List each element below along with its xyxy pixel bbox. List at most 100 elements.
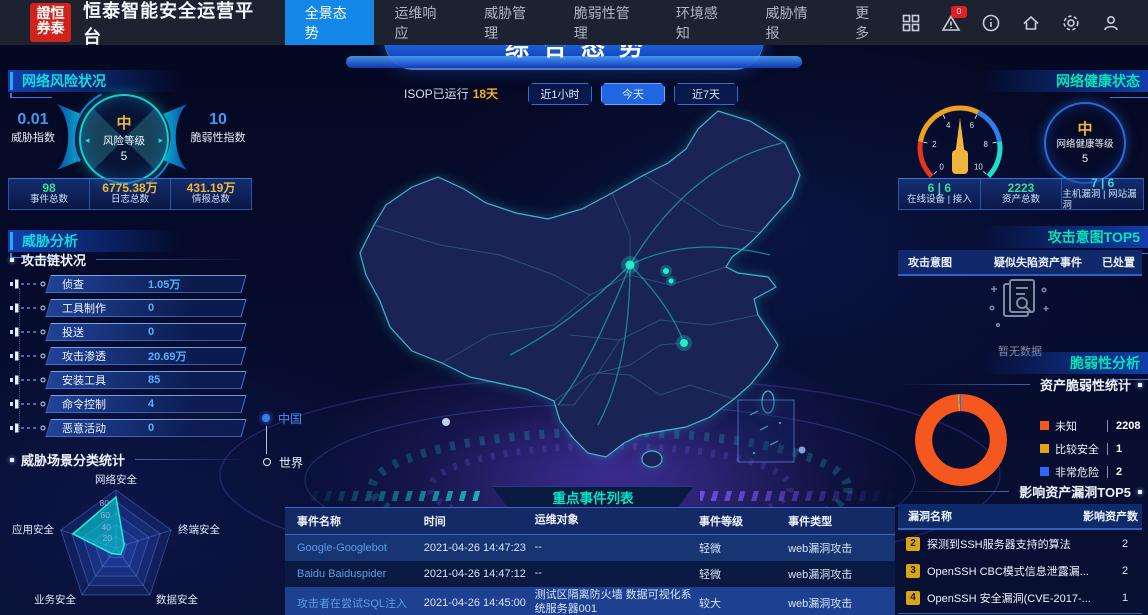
home-icon[interactable]	[1020, 12, 1042, 34]
legend-swatch	[1040, 421, 1049, 430]
threat-index: 0.01 威胁指数	[11, 111, 55, 144]
time-filter-7d[interactable]: 近7天	[674, 83, 738, 105]
risk-grade: 中	[116, 114, 132, 132]
top-nav: 證恒 券泰 恒泰智能安全运营平台 全景态势 运维响应 威胁管理 脆弱性管理 环境…	[0, 0, 1148, 47]
chain-row-install[interactable]: 安装工具 85	[8, 368, 254, 392]
health-stats-bar: 6 | 6 在线设备 | 接入 2223 资产总数 7 | 6 主机漏洞 | 网…	[898, 176, 1144, 210]
subtitle-top5-vulns: 影响资产漏洞TOP5	[898, 482, 1142, 501]
chain-row-recon[interactable]: 侦查 1.05万	[8, 272, 254, 296]
province-borders	[373, 174, 761, 406]
vuln-table-footer-line	[898, 613, 1142, 614]
event-row[interactable]: Google-Googlebot 2021-04-26 14:47:23 -- …	[285, 535, 895, 561]
rank-badge: 3	[906, 563, 920, 578]
risk-stats-bar: 98 事件总数 6775.38万 日志总数 431.19万 情报总数	[8, 178, 252, 210]
map-scope-china[interactable]: 中国	[262, 410, 303, 426]
svg-text:6: 6	[970, 121, 975, 130]
nav-item-vuln-mgmt[interactable]: 脆弱性管理	[573, 4, 630, 41]
stat-total-assets: 2223 资产总数	[979, 179, 1062, 209]
svg-text:2: 2	[932, 140, 937, 149]
alert-icon[interactable]: 0	[940, 5, 967, 34]
nav-item-ops-response[interactable]: 运维响应	[394, 4, 437, 41]
stat-online-devices: 6 | 6 在线设备 | 接入	[906, 181, 972, 206]
panel-header-vuln-analysis: 脆弱性分析	[938, 352, 1148, 380]
china-map[interactable]	[330, 105, 910, 510]
vuln-row[interactable]: 3 OpenSSH CBC模式信息泄露漏... 2	[898, 557, 1142, 584]
chain-row-exploit[interactable]: 攻击渗透 20.69万	[8, 344, 254, 368]
rank-badge: 4	[906, 590, 920, 605]
health-grade: 中	[1077, 120, 1093, 138]
vuln-row[interactable]: 4 OpenSSH 安全漏洞(CVE-2017-... 1	[898, 584, 1142, 611]
asset-donut	[915, 394, 1007, 486]
chain-node-icon	[8, 302, 48, 314]
chain-node-icon	[8, 398, 48, 410]
health-grade-value: 5	[1081, 152, 1089, 165]
chain-row-weaponize[interactable]: 工具制作 0	[8, 296, 254, 320]
attack-lines	[509, 142, 783, 426]
legend-swatch	[1040, 444, 1049, 453]
gear-icon[interactable]	[1060, 12, 1082, 34]
stat-total-intel: 431.19万 情报总数	[170, 179, 251, 209]
event-list-title: 重点事件列表	[492, 486, 694, 508]
event-row[interactable]: 攻击者在尝试SQL注入 2021-04-26 14:45:00 测试区隔离防火墙…	[285, 587, 895, 615]
legend-dangerous: 非常危险 2	[1040, 460, 1140, 483]
svg-text:10: 10	[974, 162, 983, 171]
user-icon[interactable]	[1100, 12, 1122, 34]
main-menu: 全景态势 运维响应 威胁管理 脆弱性管理 环境感知 威胁情报 更多	[284, 0, 900, 45]
world-unselected-ring	[263, 458, 271, 466]
rank-badge: 2	[906, 536, 920, 551]
health-gauge: 0 2 4 6 8 10	[917, 105, 1003, 179]
vuln-table-header: 漏洞名称 影响资产数	[898, 504, 1142, 530]
legend-swatch	[1040, 467, 1049, 476]
apps-grid-icon[interactable]	[900, 12, 922, 34]
chain-row-malicious[interactable]: 恶意活动 0	[8, 416, 254, 440]
chain-node-icon	[8, 350, 48, 362]
panel-header-threat-analysis: 威胁分析	[8, 230, 224, 258]
intent-empty-state: 暂无数据	[940, 278, 1100, 359]
runtime-days: 18天	[472, 87, 499, 101]
nav-item-more[interactable]: 更多	[855, 4, 870, 41]
event-table-header: 事件名称 时间 运维对象 事件等级 事件类型	[285, 507, 895, 535]
nav-item-env-awareness[interactable]: 环境感知	[675, 4, 718, 41]
event-row[interactable]: Baidu Baiduspider 2021-04-26 14:47:12 --…	[285, 561, 895, 587]
svg-text:数据安全: 数据安全	[156, 593, 198, 606]
panel-header-attack-intent: 攻击意图TOP5	[938, 226, 1148, 254]
intent-table-header: 攻击意图 疑似失陷资产事件 已处置	[898, 250, 1142, 276]
brand-logo: 證恒 券泰	[30, 3, 72, 42]
time-filter-today[interactable]: 今天	[601, 83, 665, 105]
subtitle-asset-vuln-stats: 资产脆弱性统计	[898, 375, 1142, 394]
risk-grade-label: 风险等级	[103, 134, 145, 147]
asset-vuln-legend: 未知 2208 比较安全 1 非常危险 2	[1040, 414, 1140, 483]
vuln-row[interactable]: 2 探测到SSH服务器支持的算法 2	[898, 530, 1142, 557]
map-scope-world[interactable]: 世界	[262, 454, 303, 470]
svg-text:终端安全: 终端安全	[178, 523, 220, 536]
gauge-needle	[952, 118, 968, 174]
risk-level-gauge: ◂ ▸ 中 风险等级 5	[79, 94, 169, 184]
map-outline	[359, 110, 801, 468]
attack-points	[621, 256, 692, 351]
key-event-table: 事件名称 时间 运维对象 事件等级 事件类型 Google-Googlebot …	[285, 507, 895, 615]
nav-item-overview[interactable]: 全景态势	[284, 0, 375, 45]
svg-text:20: 20	[103, 533, 113, 543]
threat-scene-radar: 80 60 40 20 网络安全 终端安全 数据安全 业务安全 应用安全	[12, 473, 220, 606]
legend-safer: 比较安全 1	[1040, 437, 1140, 460]
nav-item-threat-mgmt[interactable]: 威胁管理	[484, 4, 527, 41]
health-grade-label: 网络健康等级	[1056, 139, 1114, 151]
south-sea-inset	[737, 399, 795, 463]
decorative-dashes-right	[700, 491, 895, 501]
chain-row-c2[interactable]: 命令控制 4	[8, 392, 254, 416]
svg-text:40: 40	[102, 522, 112, 532]
panel-header-network-risk: 网络风险状况	[8, 70, 224, 98]
nav-item-threat-intel[interactable]: 威胁情报	[765, 4, 808, 41]
svg-text:4: 4	[946, 121, 951, 130]
stat-total-logs: 6775.38万 日志总数	[89, 179, 170, 209]
gauge-left-arrow-icon: ◂	[85, 135, 90, 145]
time-filter-1h[interactable]: 近1小时	[528, 83, 592, 105]
svg-text:网络安全: 网络安全	[95, 473, 137, 486]
nav-icon-group: 0	[900, 5, 1122, 34]
chain-row-delivery[interactable]: 投送 0	[8, 320, 254, 344]
china-label: 中国	[278, 411, 303, 426]
info-icon[interactable]	[980, 12, 1002, 34]
toggle-connector	[265, 426, 267, 454]
legend-unknown: 未知 2208	[1040, 414, 1140, 437]
